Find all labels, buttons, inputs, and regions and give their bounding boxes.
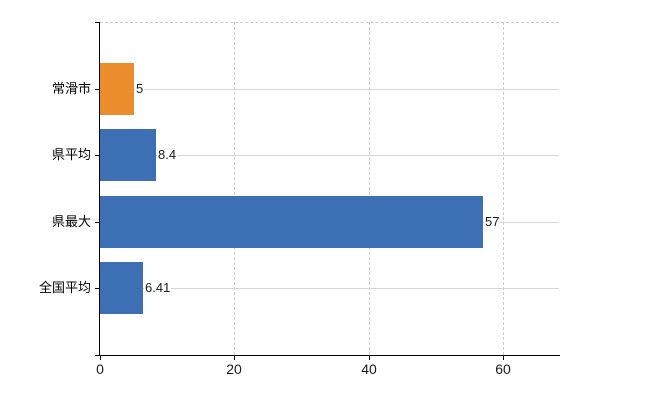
- value-label: 5: [135, 81, 145, 97]
- x-axis-tick-label: 20: [226, 361, 242, 377]
- y-axis-tick: [95, 155, 100, 156]
- value-label: 6.41: [144, 280, 172, 296]
- x-axis-tick-label: 60: [495, 361, 511, 377]
- value-label: 57: [484, 214, 501, 230]
- horizontal-gridline: [100, 89, 559, 90]
- category-label: 県平均: [51, 147, 91, 162]
- vertical-gridline: [369, 22, 370, 355]
- value-label: 8.4: [157, 147, 178, 163]
- plot-area: [100, 22, 559, 355]
- vertical-gridline: [503, 22, 504, 355]
- bar: [100, 129, 156, 181]
- x-axis-tick: [100, 356, 101, 360]
- y-axis-top-tick: [95, 22, 100, 23]
- horizontal-gridline: [100, 288, 559, 289]
- x-axis-line: [95, 355, 560, 356]
- horizontal-gridline: [100, 155, 559, 156]
- x-axis-tick: [503, 356, 504, 360]
- x-axis-tick: [369, 356, 370, 360]
- bar: [100, 196, 483, 248]
- y-axis-tick: [95, 222, 100, 223]
- y-axis-tick: [95, 288, 100, 289]
- x-axis-tick: [234, 356, 235, 360]
- y-axis-tick: [95, 89, 100, 90]
- x-axis-tick-label: 0: [96, 361, 104, 377]
- category-label: 全国平均: [38, 280, 91, 295]
- vertical-gridline: [234, 22, 235, 355]
- category-label: 常滑市: [51, 81, 91, 96]
- bar: [100, 262, 143, 314]
- x-axis-tick-label: 40: [361, 361, 377, 377]
- y-axis-line: [99, 22, 100, 355]
- category-label: 県最大: [51, 214, 91, 229]
- bar: [100, 63, 134, 115]
